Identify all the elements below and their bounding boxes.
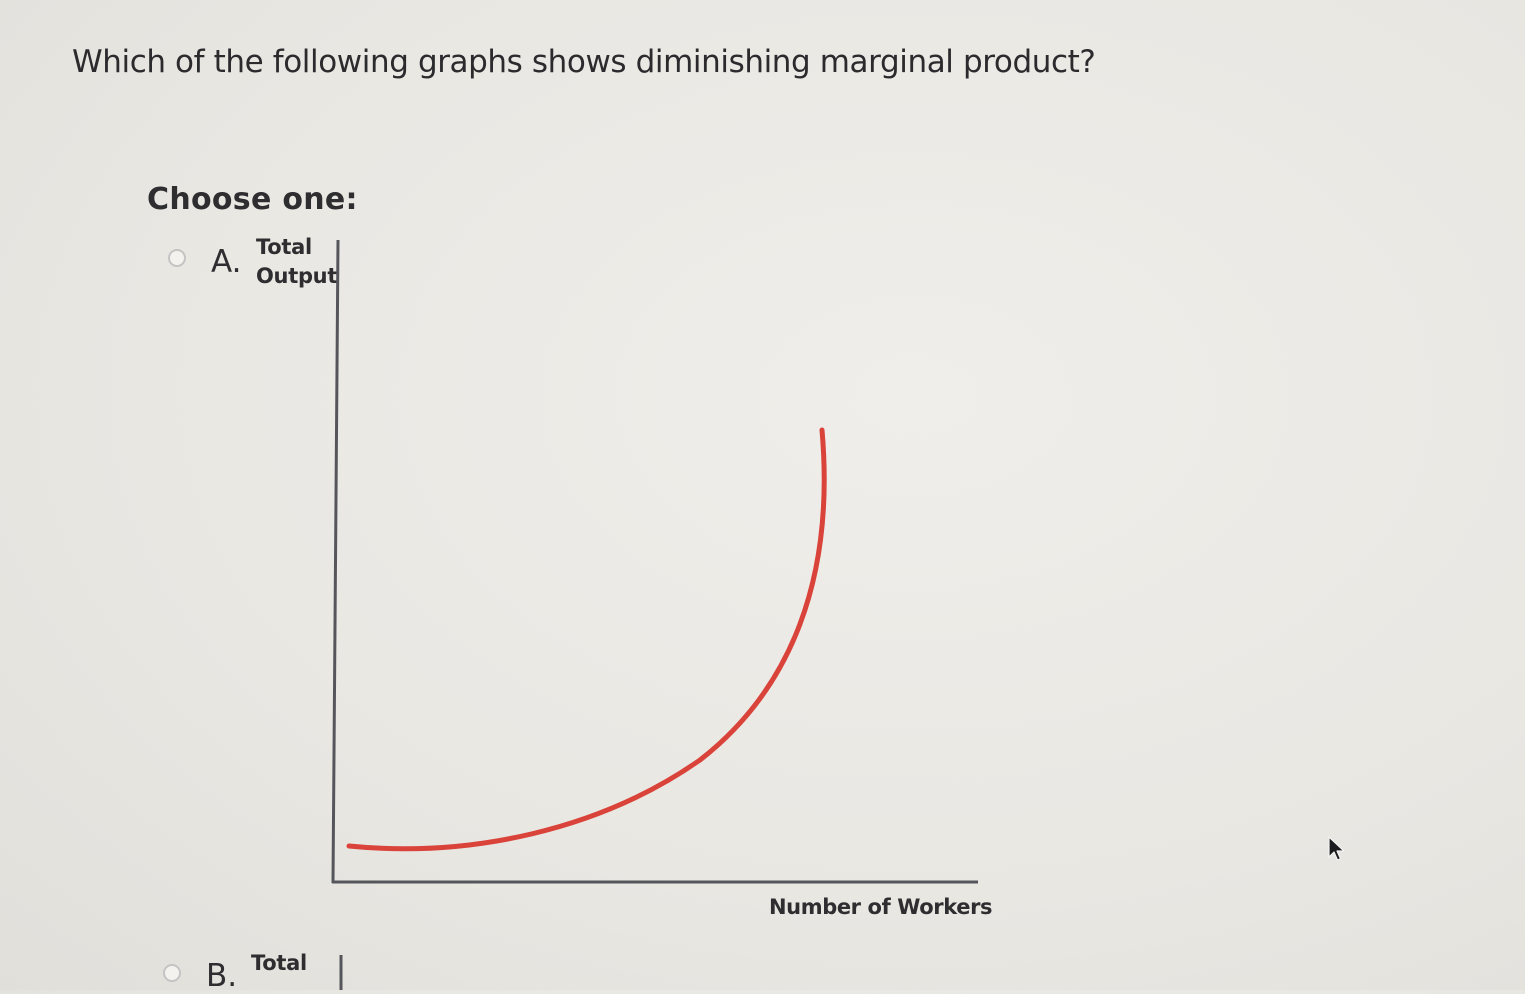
option-a-y-label-line1: Total [256, 235, 312, 259]
mouse-pointer-icon [1328, 836, 1345, 861]
option-a-curve [346, 427, 827, 852]
option-a-x-axis-label: Number of Workers [769, 895, 993, 919]
option-b-letter: B. [206, 958, 238, 994]
question-text: Which of the following graphs shows dimi… [72, 44, 1096, 80]
option-a-y-axis-label: Total Output [256, 233, 337, 291]
option-b-radio[interactable] [163, 964, 181, 982]
option-a-letter: A. [211, 244, 242, 280]
option-b-y-axis-label: Total [251, 949, 307, 978]
option-b-y-label-line1: Total [251, 951, 307, 975]
choose-one-label: Choose one: [147, 182, 358, 217]
option-a-y-label-line2: Output [256, 264, 338, 288]
option-a-y-axis [331, 239, 340, 884]
option-a-radio[interactable] [168, 249, 186, 267]
